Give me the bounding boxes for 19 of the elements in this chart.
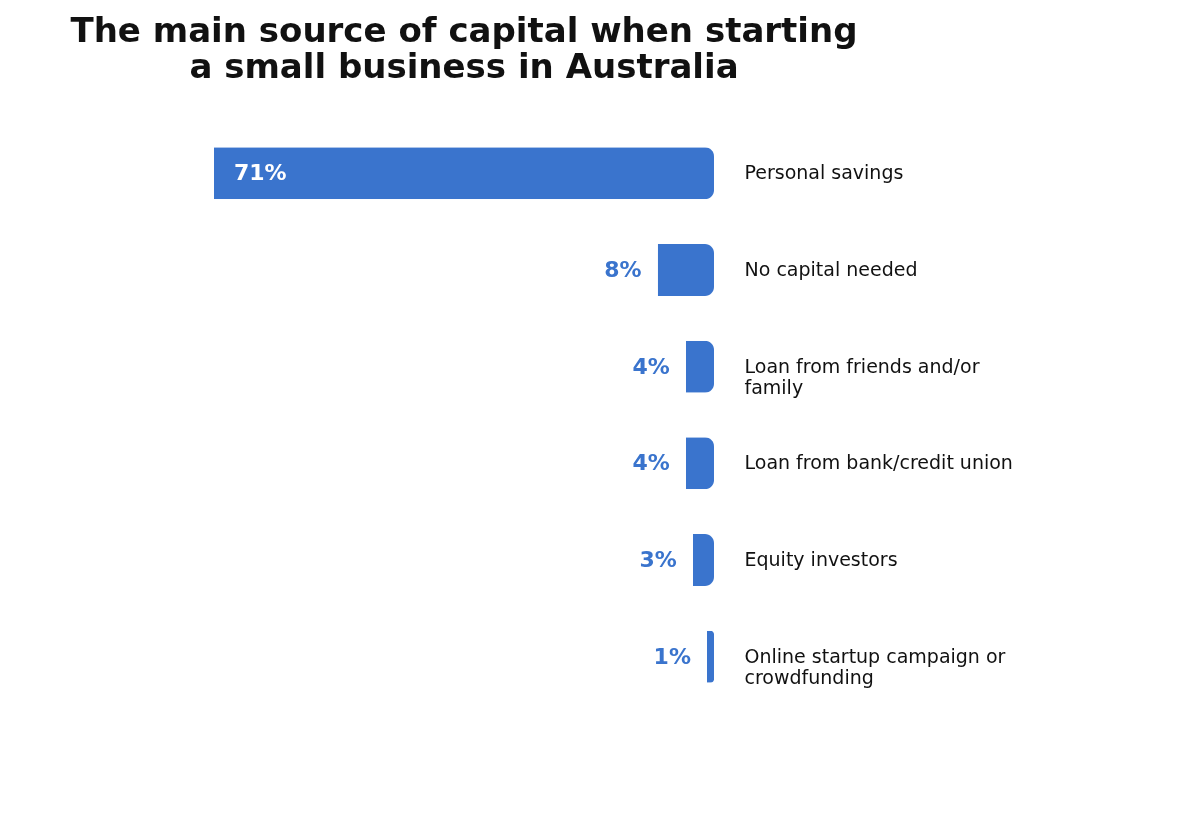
bar bbox=[214, 147, 714, 200]
bar bbox=[692, 534, 714, 586]
bar bbox=[657, 244, 714, 296]
data-label: 3% bbox=[639, 547, 677, 572]
chart-title: The main source of capital when starting a small business in Australia bbox=[70, 10, 858, 86]
y-tick-label: No capital needed bbox=[744, 258, 918, 280]
bar bbox=[685, 340, 714, 393]
y-tick-label: Loan from friends and/or family bbox=[744, 354, 980, 398]
data-label: 4% bbox=[632, 450, 670, 476]
bar bbox=[706, 630, 714, 683]
data-label: 1% bbox=[653, 643, 691, 669]
data-label: 8% bbox=[604, 257, 642, 282]
y-tick-label: Loan from bank/credit union bbox=[744, 451, 1013, 474]
y-tick-label: Online startup campaign or crowdfunding bbox=[744, 644, 1006, 688]
y-tick-label: Personal savings bbox=[744, 161, 904, 184]
y-tick-label: Equity investors bbox=[744, 548, 898, 570]
data-label: 71% bbox=[234, 160, 287, 186]
data-label: 4% bbox=[632, 353, 670, 379]
bar bbox=[685, 437, 714, 490]
